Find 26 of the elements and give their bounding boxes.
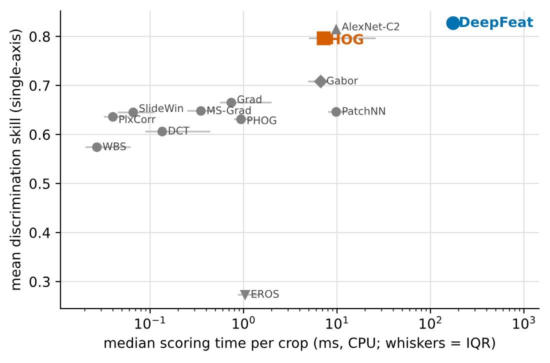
series-label: AlexNet-C2 (342, 22, 400, 30)
x-tick-label: 10$^{2}$ (420, 316, 442, 329)
y-tick-label: 0.8 (30, 31, 50, 42)
series-label: PixCorr (119, 115, 156, 124)
series-label: PatchNN (342, 106, 385, 115)
series-label: DeepFeat (460, 16, 534, 30)
series-label: Grad (237, 95, 262, 104)
series-label: EROS (252, 290, 279, 298)
series-label: WBS (102, 142, 126, 150)
y-tick-label: 0.5 (30, 178, 50, 189)
y-axis-title: mean discrimination skill (single-axis) (10, 30, 24, 290)
series-label: HOG (330, 34, 364, 44)
series-label: DCT (168, 126, 190, 135)
x-tick-label: 10$^{0}$ (232, 316, 255, 329)
series-label: MS-Grad (208, 106, 251, 114)
series-label: Gabor (326, 76, 358, 85)
series-label: PHOG (248, 116, 276, 124)
series-label: SlideWin (139, 104, 183, 112)
y-tick-label: 0.6 (30, 129, 50, 140)
y-tick-label: 0.7 (30, 80, 50, 91)
x-tick-label: 10$^{1}$ (326, 316, 348, 329)
y-tick-label: 0.4 (30, 228, 50, 238)
y-tick-label: 0.3 (30, 276, 50, 288)
x-tick-label: 10$^{−1}$ (135, 316, 166, 329)
x-axis-title: median scoring time per crop (ms, CPU; whiskers = IQR) (104, 337, 495, 351)
x-tick-label: 10$^{3}$ (513, 316, 535, 329)
